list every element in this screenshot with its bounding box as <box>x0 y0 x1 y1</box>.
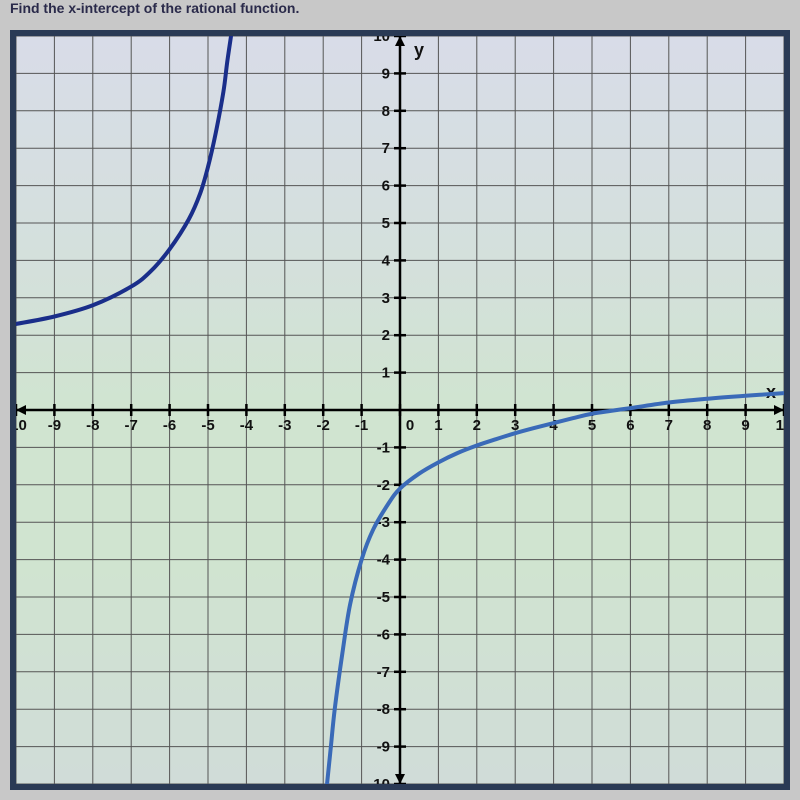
svg-text:-9: -9 <box>377 739 390 756</box>
graph-svg: -10-9-8-7-6-5-4-3-2-1012345678910-10-9-8… <box>16 36 784 784</box>
svg-text:2: 2 <box>473 417 481 434</box>
svg-text:-4: -4 <box>377 552 391 569</box>
svg-text:-1: -1 <box>377 439 390 456</box>
svg-text:6: 6 <box>626 417 634 434</box>
svg-text:-2: -2 <box>317 417 330 434</box>
svg-text:-5: -5 <box>377 589 390 606</box>
svg-text:-2: -2 <box>377 477 390 494</box>
svg-text:4: 4 <box>382 252 391 269</box>
svg-text:y: y <box>414 40 424 60</box>
svg-text:-6: -6 <box>377 626 390 643</box>
svg-text:-4: -4 <box>240 417 254 434</box>
chart-container: Find the x-intercept of the rational fun… <box>0 0 800 800</box>
svg-text:-1: -1 <box>355 417 368 434</box>
svg-text:1: 1 <box>382 365 390 382</box>
svg-text:0: 0 <box>406 417 414 434</box>
svg-text:-8: -8 <box>377 701 390 718</box>
svg-text:-9: -9 <box>48 417 61 434</box>
graph-border: -10-9-8-7-6-5-4-3-2-1012345678910-10-9-8… <box>10 30 790 790</box>
curve-right-branch <box>327 393 784 784</box>
svg-text:10: 10 <box>373 36 390 45</box>
svg-text:-6: -6 <box>163 417 176 434</box>
graph-background: -10-9-8-7-6-5-4-3-2-1012345678910-10-9-8… <box>16 36 784 784</box>
svg-text:2: 2 <box>382 327 390 344</box>
svg-text:9: 9 <box>741 417 749 434</box>
svg-text:5: 5 <box>382 215 390 232</box>
svg-text:8: 8 <box>382 103 390 120</box>
question-text: Find the x-intercept of the rational fun… <box>0 0 800 20</box>
svg-text:-7: -7 <box>125 417 138 434</box>
curve-left-branch <box>16 36 231 324</box>
svg-text:3: 3 <box>382 290 390 307</box>
svg-text:-7: -7 <box>377 664 390 681</box>
svg-text:5: 5 <box>588 417 596 434</box>
svg-text:9: 9 <box>382 65 390 82</box>
svg-text:6: 6 <box>382 178 390 195</box>
svg-text:8: 8 <box>703 417 711 434</box>
svg-text:-8: -8 <box>86 417 99 434</box>
svg-text:-10: -10 <box>368 776 390 784</box>
svg-text:-10: -10 <box>16 417 27 434</box>
svg-text:1: 1 <box>434 417 442 434</box>
svg-text:-3: -3 <box>278 417 291 434</box>
svg-text:10: 10 <box>776 417 784 434</box>
svg-text:7: 7 <box>382 140 390 157</box>
svg-text:-5: -5 <box>201 417 214 434</box>
svg-text:7: 7 <box>665 417 673 434</box>
